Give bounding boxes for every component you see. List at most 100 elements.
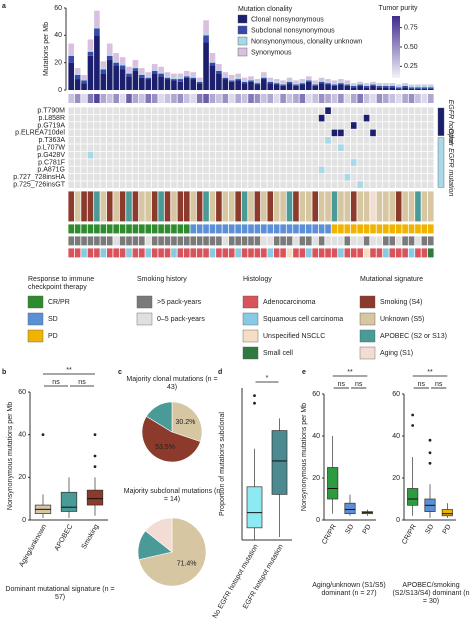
empty-cell xyxy=(222,129,229,137)
bar-segment xyxy=(299,79,306,82)
y-tick-label: 40 xyxy=(54,32,62,39)
track-cell xyxy=(331,191,338,222)
purity-cell xyxy=(145,94,152,103)
empty-cell xyxy=(222,137,229,144)
track-cell xyxy=(190,224,197,234)
empty-cell xyxy=(241,166,248,174)
track-cell xyxy=(203,236,209,246)
bar-segment xyxy=(222,76,229,78)
empty-cell xyxy=(293,159,299,166)
track-cell xyxy=(312,224,319,234)
empty-cell xyxy=(293,151,299,159)
empty-cell xyxy=(235,166,241,174)
empty-cell xyxy=(415,137,421,144)
track-cell xyxy=(113,224,119,234)
empty-cell xyxy=(273,122,280,129)
bar-segment xyxy=(222,72,229,77)
empty-cell xyxy=(106,159,113,166)
empty-cell xyxy=(113,129,119,137)
empty-cell xyxy=(119,137,126,144)
empty-cell xyxy=(145,114,152,122)
empty-cell xyxy=(126,137,132,144)
track-cell xyxy=(74,191,81,222)
track-cell xyxy=(241,224,248,234)
purity-cell xyxy=(376,94,383,103)
empty-cell xyxy=(293,137,299,144)
empty-cell xyxy=(312,151,319,159)
legend-title: Response to immune checkpoint therapy xyxy=(28,276,95,291)
empty-cell xyxy=(196,166,203,174)
empty-cell xyxy=(286,122,293,129)
track-cell xyxy=(280,224,286,234)
track-cell xyxy=(318,191,325,222)
purity-cell xyxy=(126,94,132,103)
bar-segment xyxy=(267,80,274,82)
bar-segment xyxy=(209,53,216,62)
empty-cell xyxy=(203,166,209,174)
track-cell xyxy=(415,248,421,258)
purity-cell xyxy=(389,94,396,103)
legend-title: Histology xyxy=(243,276,272,283)
empty-cell xyxy=(427,181,434,188)
bar-segment xyxy=(331,84,338,86)
empty-cell xyxy=(273,174,280,181)
track-cell xyxy=(87,248,94,258)
empty-cell xyxy=(273,107,280,114)
empty-cell xyxy=(171,151,177,159)
empty-cell xyxy=(241,107,248,114)
bar-segment xyxy=(389,84,396,86)
empty-cell xyxy=(280,122,286,129)
empty-cell xyxy=(318,174,325,181)
empty-cell xyxy=(370,107,376,114)
track-cell xyxy=(126,236,132,246)
track-cell xyxy=(177,248,184,258)
track-cell xyxy=(280,236,286,246)
empty-cell xyxy=(402,122,408,129)
bar-segment xyxy=(338,83,344,85)
legend-label: >5 pack-years xyxy=(157,299,202,306)
bar-segment xyxy=(344,83,351,85)
track-cell xyxy=(164,236,171,246)
empty-cell xyxy=(280,151,286,159)
bar-segment xyxy=(383,83,389,85)
track-cell xyxy=(177,236,184,246)
purity-cell xyxy=(402,94,408,103)
track-cell xyxy=(254,236,261,246)
empty-cell xyxy=(261,107,267,114)
bar-segment xyxy=(87,50,94,52)
bar-segment xyxy=(106,55,113,60)
x-tick-label: PD xyxy=(362,523,373,535)
x-tick-label: APOBEC xyxy=(54,523,75,552)
track-cell xyxy=(395,224,402,234)
empty-cell xyxy=(273,159,280,166)
track-cell xyxy=(100,224,107,234)
legend-swatch xyxy=(242,329,259,343)
track-cell xyxy=(81,248,87,258)
bar-segment xyxy=(139,68,145,74)
bar-segment xyxy=(299,81,306,84)
empty-cell xyxy=(312,159,319,166)
purity-cell xyxy=(216,94,222,103)
bar-segment xyxy=(196,77,203,81)
empty-cell xyxy=(216,166,222,174)
track-cell xyxy=(94,191,100,222)
empty-cell xyxy=(190,122,197,129)
track-cell xyxy=(389,248,396,258)
y-tick-label: 0 xyxy=(22,517,26,524)
track-cell xyxy=(196,236,203,246)
y-tick-label: 20 xyxy=(18,474,26,481)
track-cell xyxy=(415,224,421,234)
empty-cell xyxy=(338,159,344,166)
track-cell xyxy=(94,236,100,246)
empty-cell xyxy=(100,151,107,159)
empty-cell xyxy=(344,166,351,174)
bar-segment xyxy=(68,43,75,55)
bar-segment xyxy=(421,87,428,89)
purity-cell xyxy=(132,94,139,103)
bar-segment xyxy=(254,83,261,85)
legend-label: Small cell xyxy=(263,350,293,357)
empty-cell xyxy=(119,114,126,122)
track-cell xyxy=(222,224,229,234)
empty-cell xyxy=(331,151,338,159)
purity-cell xyxy=(254,94,261,103)
